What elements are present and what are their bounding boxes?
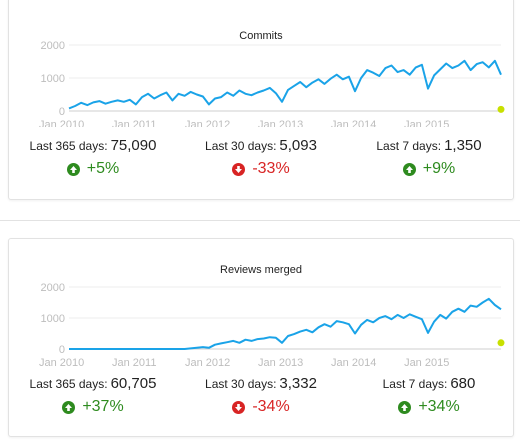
y-tick-label: 2000 (41, 40, 65, 52)
series-line (68, 59, 502, 110)
stat-last-7-days: Last 7 days: 1,350 +9% (345, 137, 513, 181)
x-tick-label: Jan 2011 (112, 119, 156, 127)
stat-label: Last 7 days: (376, 139, 442, 153)
reviews-stats: Last 365 days: 60,705 +37% Last 30 days: 3… (9, 375, 513, 419)
stat-change-value: +9% (422, 160, 456, 177)
stat-value: 1,350 (444, 137, 482, 154)
x-tick-label: Jan 2013 (258, 357, 303, 369)
series-line (69, 297, 502, 350)
stat-change: -33% (232, 160, 290, 178)
stat-change: +9% (402, 160, 456, 178)
chart-title: Commits (239, 30, 283, 42)
stat-change-value: -33% (252, 160, 290, 177)
x-tick-label: Jan 2014 (331, 119, 376, 127)
reviews-merged-card: Reviews merged 0 1000 2000 Jan 2010 Jan 2011 J… (8, 238, 514, 437)
stat-label: Last 365 days: (29, 139, 108, 153)
section-divider (0, 220, 520, 221)
x-tick-label: Jan 2012 (185, 357, 230, 369)
stat-last-30-days: Last 30 days: 3,332 -34% (177, 375, 345, 419)
series-endpoint-marker (497, 105, 505, 113)
arrow-up-circle-icon (402, 162, 416, 176)
stat-label: Last 30 days: (205, 139, 277, 153)
commits-stats: Last 365 days: 75,090 +5% Last 30 days: 5,… (9, 137, 513, 181)
stat-last-7-days: Last 7 days: 680 +34% (345, 375, 513, 419)
stat-value: 60,705 (110, 375, 157, 392)
arrow-up-circle-icon (66, 162, 80, 176)
arrow-down-circle-icon (232, 400, 246, 414)
stat-change-value: +34% (418, 398, 460, 415)
x-tick-label: Jan 2012 (185, 119, 230, 127)
y-tick-label: 0 (59, 344, 65, 356)
series-endpoint-marker (497, 339, 505, 347)
stat-change: +5% (66, 160, 120, 178)
stat-value: 3,332 (279, 375, 317, 392)
stat-last-30-days: Last 30 days: 5,093 -33% (177, 137, 345, 181)
y-tick-label: 0 (59, 106, 65, 118)
stat-change-value: +37% (82, 398, 124, 415)
arrow-down-circle-icon (232, 162, 246, 176)
x-tick-label: Jan 2014 (331, 357, 376, 369)
x-tick-label: Jan 2010 (39, 357, 84, 369)
commits-card: Commits 0 1000 2000 Jan 2010 Jan 2011 Jan 2012… (8, 0, 514, 200)
stat-label: Last 365 days: (29, 377, 108, 391)
y-tick-label: 1000 (41, 313, 65, 325)
stat-label: Last 7 days: (382, 377, 448, 391)
reviews-merged-chart: Reviews merged 0 1000 2000 Jan 2010 Jan 2011 J… (39, 264, 505, 369)
stat-value: 75,090 (110, 137, 157, 154)
arrow-up-circle-icon (398, 400, 412, 414)
stat-change: -34% (232, 398, 290, 416)
stat-value: 680 (450, 375, 476, 392)
stat-change: +34% (398, 398, 460, 416)
stat-change-value: -34% (252, 398, 290, 415)
commits-chart: Commits 0 1000 2000 Jan 2010 Jan 2011 Jan 2012… (39, 30, 505, 127)
stat-label: Last 30 days: (205, 377, 277, 391)
stat-last-365-days: Last 365 days: 60,705 +37% (9, 375, 177, 419)
stat-change-value: +5% (86, 160, 120, 177)
stat-value: 5,093 (279, 137, 317, 154)
x-tick-label: Jan 2013 (258, 119, 303, 127)
x-tick-label: Jan 2015 (404, 119, 449, 127)
x-tick-label: Jan 2011 (112, 357, 156, 369)
stat-last-365-days: Last 365 days: 75,090 +5% (9, 137, 177, 181)
stat-change: +37% (62, 398, 124, 416)
x-tick-label: Jan 2015 (404, 357, 449, 369)
chart-title: Reviews merged (220, 264, 302, 276)
arrow-up-circle-icon (62, 400, 76, 414)
x-tick-label: Jan 2010 (39, 119, 84, 127)
y-tick-label: 2000 (41, 282, 65, 294)
y-tick-label: 1000 (41, 73, 65, 85)
